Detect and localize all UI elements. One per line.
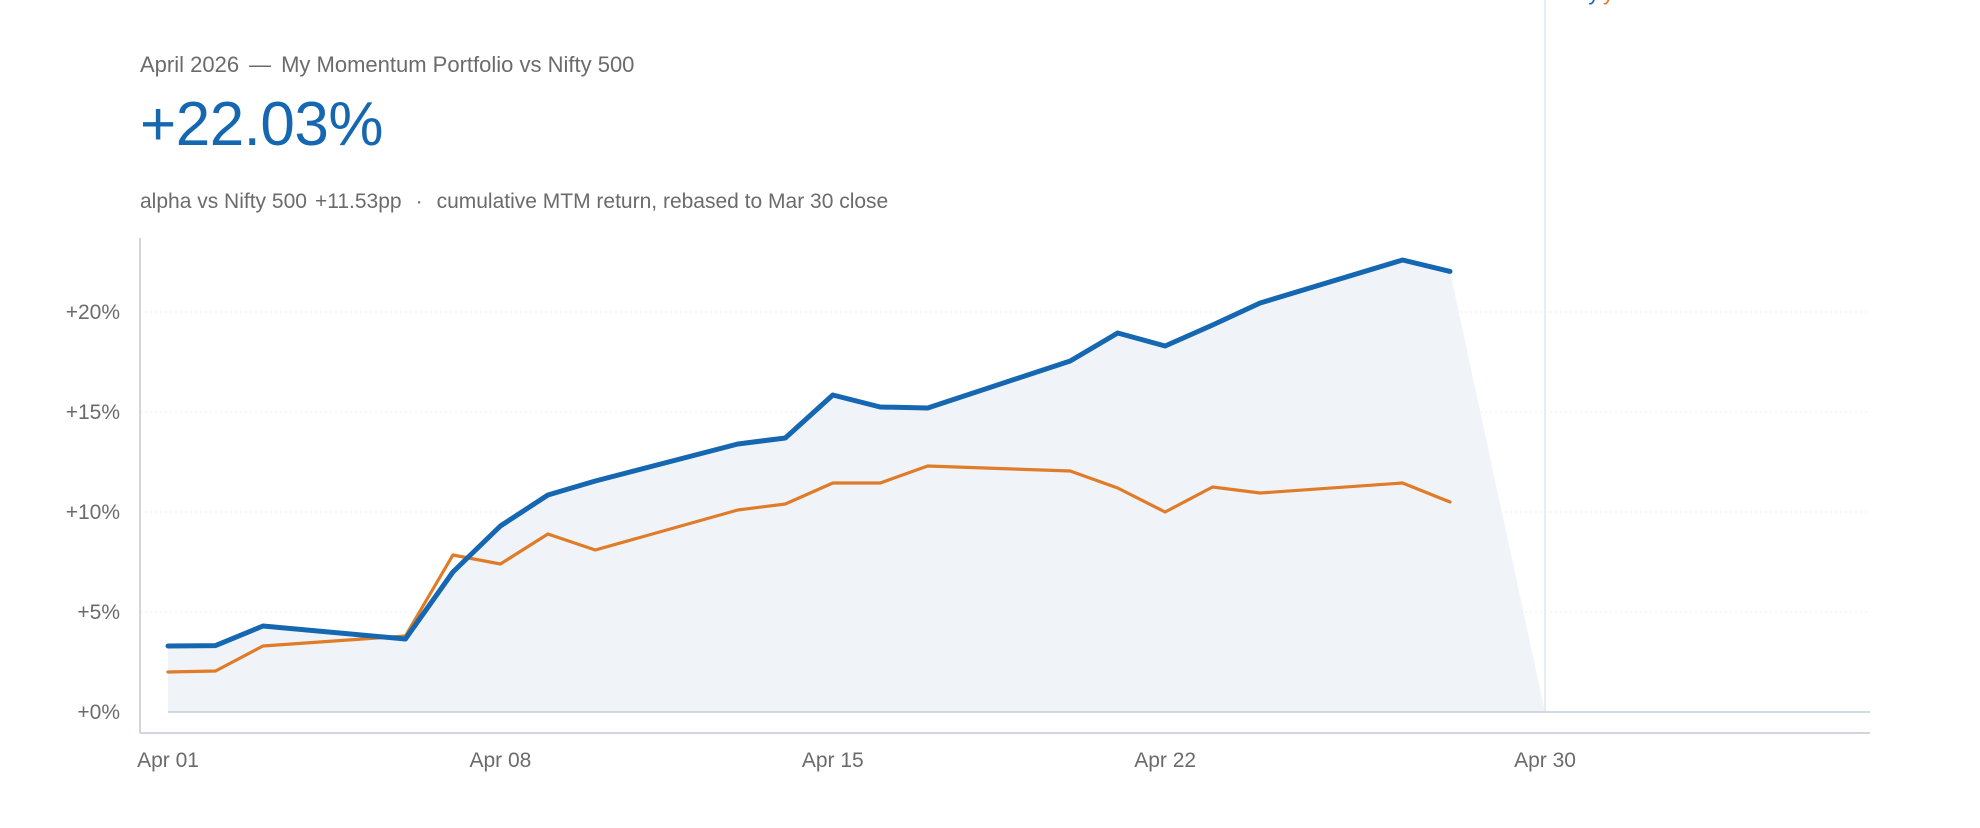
y-tick-label: +15% (66, 401, 120, 424)
y-tick-label: +0% (77, 701, 120, 724)
series-end-value: +22.03% (1814, 0, 1901, 5)
benchmark-end-label: Nifty 500 +10.50% (1570, 0, 1756, 5)
series-end-value: +10.50% (1669, 0, 1756, 5)
portfolio-line (165, 257, 1453, 649)
chart-header: April 2026 — My Momentum Portfolio vs Nift… (140, 52, 1340, 214)
axis-layer: +0% +5% +10% +15% +20% Apr 01 Apr 08 Apr 15 Apr … (66, 238, 1870, 772)
chart-subtitle: alpha vs Nifty 500 +11.53pp · cumulative MT… (140, 190, 1340, 214)
label-layer: My Momentum Portfolio +22.03% Nifty 500 +10… (1570, 0, 1902, 5)
headline-return: +22.03% (140, 90, 384, 159)
portfolio-area (168, 260, 1545, 712)
x-tick-label: Apr 30 (1514, 749, 1576, 772)
chart-description: cumulative MTM return, rebased to Mar 30… (436, 190, 889, 213)
series-name: Nifty 500 (1570, 0, 1657, 5)
y-tick-label: +5% (77, 601, 120, 624)
x-tick-label: Apr 08 (469, 749, 531, 772)
y-tick-label: +10% (66, 501, 120, 524)
x-tick-label: Apr 22 (1134, 749, 1196, 772)
chart-title: My Momentum Portfolio vs Nifty 500 (281, 52, 635, 77)
benchmark-line (166, 464, 1452, 674)
series-layer (165, 257, 1453, 674)
series-name: My Momentum Portfolio (1570, 0, 1802, 5)
x-tick-label: Apr 15 (802, 749, 864, 772)
eyebrow-separator: — (249, 52, 272, 77)
y-tick-label: +20% (66, 301, 120, 324)
portfolio-end-label: My Momentum Portfolio +22.03% (1570, 0, 1902, 5)
alpha-label: alpha vs Nifty 500 (140, 190, 307, 213)
chart-eyebrow: April 2026 — My Momentum Portfolio vs Nift… (140, 52, 1340, 78)
subtitle-dot: · (415, 190, 423, 213)
period-label: April 2026 (140, 52, 240, 77)
x-tick-label: Apr 01 (137, 749, 199, 772)
alpha-value: +11.53pp (314, 190, 402, 213)
